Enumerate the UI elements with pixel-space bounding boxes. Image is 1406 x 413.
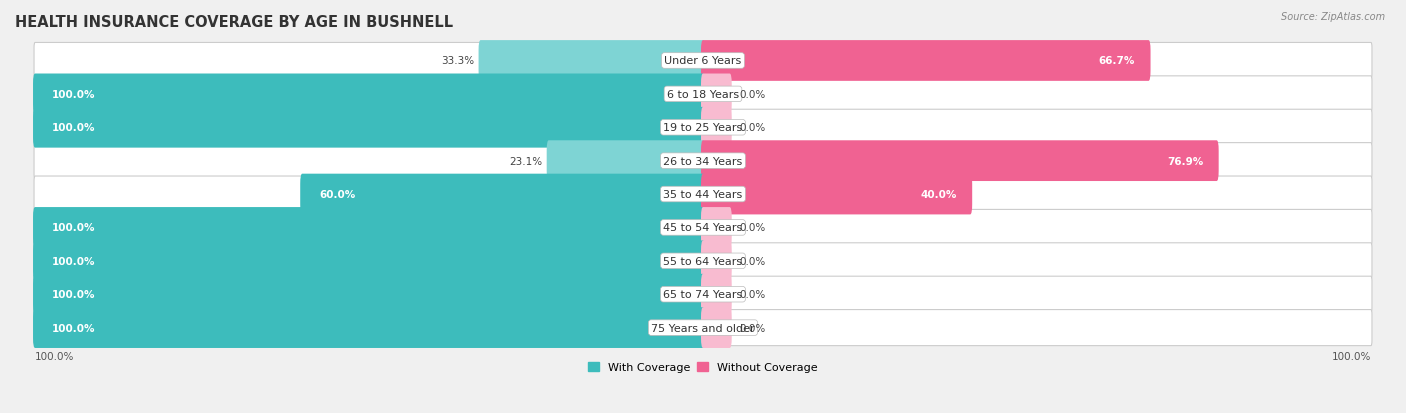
- Text: 100.0%: 100.0%: [52, 290, 96, 299]
- Text: 100.0%: 100.0%: [52, 123, 96, 133]
- Text: HEALTH INSURANCE COVERAGE BY AGE IN BUSHNELL: HEALTH INSURANCE COVERAGE BY AGE IN BUSH…: [15, 15, 453, 30]
- Text: 35 to 44 Years: 35 to 44 Years: [664, 190, 742, 199]
- FancyBboxPatch shape: [702, 74, 731, 115]
- FancyBboxPatch shape: [702, 41, 1150, 82]
- Text: 76.9%: 76.9%: [1167, 156, 1204, 166]
- Text: 23.1%: 23.1%: [509, 156, 543, 166]
- FancyBboxPatch shape: [702, 274, 731, 315]
- Text: Source: ZipAtlas.com: Source: ZipAtlas.com: [1281, 12, 1385, 22]
- Text: 45 to 54 Years: 45 to 54 Years: [664, 223, 742, 233]
- FancyBboxPatch shape: [478, 41, 704, 82]
- FancyBboxPatch shape: [32, 308, 704, 348]
- FancyBboxPatch shape: [32, 241, 704, 282]
- Text: 33.3%: 33.3%: [440, 56, 474, 66]
- Text: 100.0%: 100.0%: [52, 90, 96, 100]
- Text: 0.0%: 0.0%: [740, 123, 766, 133]
- FancyBboxPatch shape: [34, 210, 1372, 246]
- FancyBboxPatch shape: [34, 243, 1372, 279]
- FancyBboxPatch shape: [32, 108, 704, 148]
- Text: 40.0%: 40.0%: [921, 190, 957, 199]
- Text: 0.0%: 0.0%: [740, 290, 766, 299]
- FancyBboxPatch shape: [702, 174, 972, 215]
- Text: 75 Years and older: 75 Years and older: [651, 323, 755, 333]
- FancyBboxPatch shape: [702, 241, 731, 282]
- Text: 0.0%: 0.0%: [740, 90, 766, 100]
- FancyBboxPatch shape: [34, 43, 1372, 79]
- FancyBboxPatch shape: [34, 177, 1372, 213]
- FancyBboxPatch shape: [702, 108, 731, 148]
- Text: 6 to 18 Years: 6 to 18 Years: [666, 90, 740, 100]
- FancyBboxPatch shape: [301, 174, 704, 215]
- FancyBboxPatch shape: [702, 308, 731, 348]
- FancyBboxPatch shape: [34, 143, 1372, 179]
- Text: 100.0%: 100.0%: [52, 256, 96, 266]
- FancyBboxPatch shape: [34, 110, 1372, 146]
- Text: 0.0%: 0.0%: [740, 323, 766, 333]
- FancyBboxPatch shape: [34, 277, 1372, 313]
- FancyBboxPatch shape: [32, 274, 704, 315]
- Text: 26 to 34 Years: 26 to 34 Years: [664, 156, 742, 166]
- Text: 55 to 64 Years: 55 to 64 Years: [664, 256, 742, 266]
- FancyBboxPatch shape: [547, 141, 704, 182]
- FancyBboxPatch shape: [34, 77, 1372, 113]
- Legend: With Coverage, Without Coverage: With Coverage, Without Coverage: [583, 358, 823, 377]
- Text: 0.0%: 0.0%: [740, 256, 766, 266]
- Text: 100.0%: 100.0%: [52, 323, 96, 333]
- Text: 100.0%: 100.0%: [52, 223, 96, 233]
- Text: 60.0%: 60.0%: [319, 190, 356, 199]
- FancyBboxPatch shape: [32, 74, 704, 115]
- Text: 19 to 25 Years: 19 to 25 Years: [664, 123, 742, 133]
- Text: 100.0%: 100.0%: [1331, 351, 1371, 361]
- Text: Under 6 Years: Under 6 Years: [665, 56, 741, 66]
- FancyBboxPatch shape: [702, 208, 731, 248]
- FancyBboxPatch shape: [32, 208, 704, 248]
- FancyBboxPatch shape: [702, 141, 1219, 182]
- FancyBboxPatch shape: [34, 310, 1372, 346]
- Text: 66.7%: 66.7%: [1099, 56, 1135, 66]
- Text: 0.0%: 0.0%: [740, 223, 766, 233]
- Text: 100.0%: 100.0%: [35, 351, 75, 361]
- Text: 65 to 74 Years: 65 to 74 Years: [664, 290, 742, 299]
